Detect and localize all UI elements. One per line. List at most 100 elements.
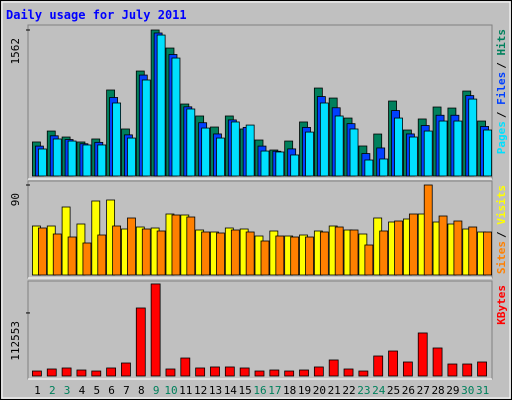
x-tick-label: 17	[268, 384, 281, 397]
bar	[290, 154, 300, 177]
bar	[32, 370, 42, 377]
bar	[343, 368, 354, 377]
bar	[171, 214, 181, 276]
bar	[46, 368, 57, 377]
bar	[67, 236, 77, 276]
x-tick-label: 7	[123, 384, 130, 397]
bar	[201, 231, 211, 276]
bar	[112, 225, 122, 276]
bar	[313, 366, 324, 377]
x-tick-label: 11	[179, 384, 192, 397]
x-tick-label: 30	[461, 384, 474, 397]
y-tick-label: 90	[9, 193, 22, 206]
bar	[141, 79, 151, 177]
legend-entry: Files	[495, 72, 508, 105]
bar	[364, 244, 374, 276]
legend-entry: Visits	[495, 185, 508, 225]
bar	[408, 213, 418, 276]
x-tick-label: 12	[194, 384, 207, 397]
bar	[91, 370, 102, 377]
x-tick-label: 22	[342, 384, 355, 397]
bar	[180, 357, 191, 377]
bar	[245, 124, 255, 177]
bar	[334, 226, 344, 276]
bar	[127, 217, 136, 276]
bar	[432, 347, 443, 377]
bar	[127, 137, 136, 177]
bar	[201, 127, 211, 177]
bar	[349, 128, 359, 177]
bar	[186, 216, 196, 276]
bar	[260, 240, 270, 276]
bar	[52, 138, 62, 177]
bar	[254, 370, 265, 377]
bar	[349, 229, 359, 276]
bar	[364, 159, 374, 177]
legend-separator: /	[495, 62, 508, 69]
bar	[319, 102, 329, 177]
bar	[156, 230, 166, 276]
y-tick-label: 112553	[9, 321, 22, 361]
bar	[423, 184, 433, 276]
bar	[334, 115, 344, 177]
legend: KBytes	[495, 285, 508, 325]
bar	[52, 233, 62, 276]
x-tick-label: 27	[417, 384, 430, 397]
bar	[402, 361, 413, 377]
bar	[275, 235, 285, 276]
bar	[305, 131, 314, 177]
bar	[67, 140, 77, 177]
bar	[328, 359, 339, 377]
bar	[468, 98, 478, 177]
x-tick-label: 8	[138, 384, 145, 397]
bar	[319, 231, 329, 276]
x-tick-label: 18	[283, 384, 296, 397]
bar	[290, 236, 300, 276]
bar	[156, 34, 166, 177]
bar	[260, 150, 270, 177]
bar	[453, 120, 463, 177]
bar	[483, 231, 492, 276]
bar	[394, 117, 403, 177]
legend-separator: /	[495, 231, 508, 238]
bar	[275, 151, 285, 177]
x-tick-label: 13	[209, 384, 222, 397]
x-tick-label: 20	[313, 384, 326, 397]
bar	[135, 307, 146, 377]
x-tick-label: 15	[239, 384, 252, 397]
x-tick-label: 9	[153, 384, 160, 397]
bar	[38, 148, 47, 177]
bar	[97, 234, 107, 276]
x-tick-label: 14	[224, 384, 238, 397]
bar	[388, 350, 398, 377]
x-tick-label: 6	[108, 384, 115, 397]
legend-separator: /	[495, 111, 508, 118]
bar	[230, 121, 240, 177]
bar	[195, 367, 206, 377]
bar	[210, 366, 220, 377]
bar	[245, 231, 255, 276]
chart-title: Daily usage for July 2011	[6, 8, 187, 22]
bar	[305, 236, 314, 276]
bar	[299, 369, 309, 377]
bar	[82, 242, 92, 276]
x-tick-label: 25	[387, 384, 400, 397]
x-tick-label: 10	[164, 384, 177, 397]
bar	[38, 227, 47, 276]
bar	[171, 57, 181, 177]
bar	[150, 283, 161, 377]
bar	[269, 369, 280, 377]
x-tick-label: 23	[357, 384, 370, 397]
bar	[112, 102, 122, 177]
bar	[121, 362, 131, 377]
x-tick-label: 2	[49, 384, 56, 397]
bar	[165, 368, 176, 377]
bar	[61, 367, 72, 377]
bar	[373, 355, 384, 377]
x-tick-label: 29	[446, 384, 459, 397]
x-tick-label: 1	[34, 384, 41, 397]
bar	[408, 136, 418, 177]
bar	[423, 130, 433, 177]
legend-entry: KBytes	[495, 285, 508, 325]
